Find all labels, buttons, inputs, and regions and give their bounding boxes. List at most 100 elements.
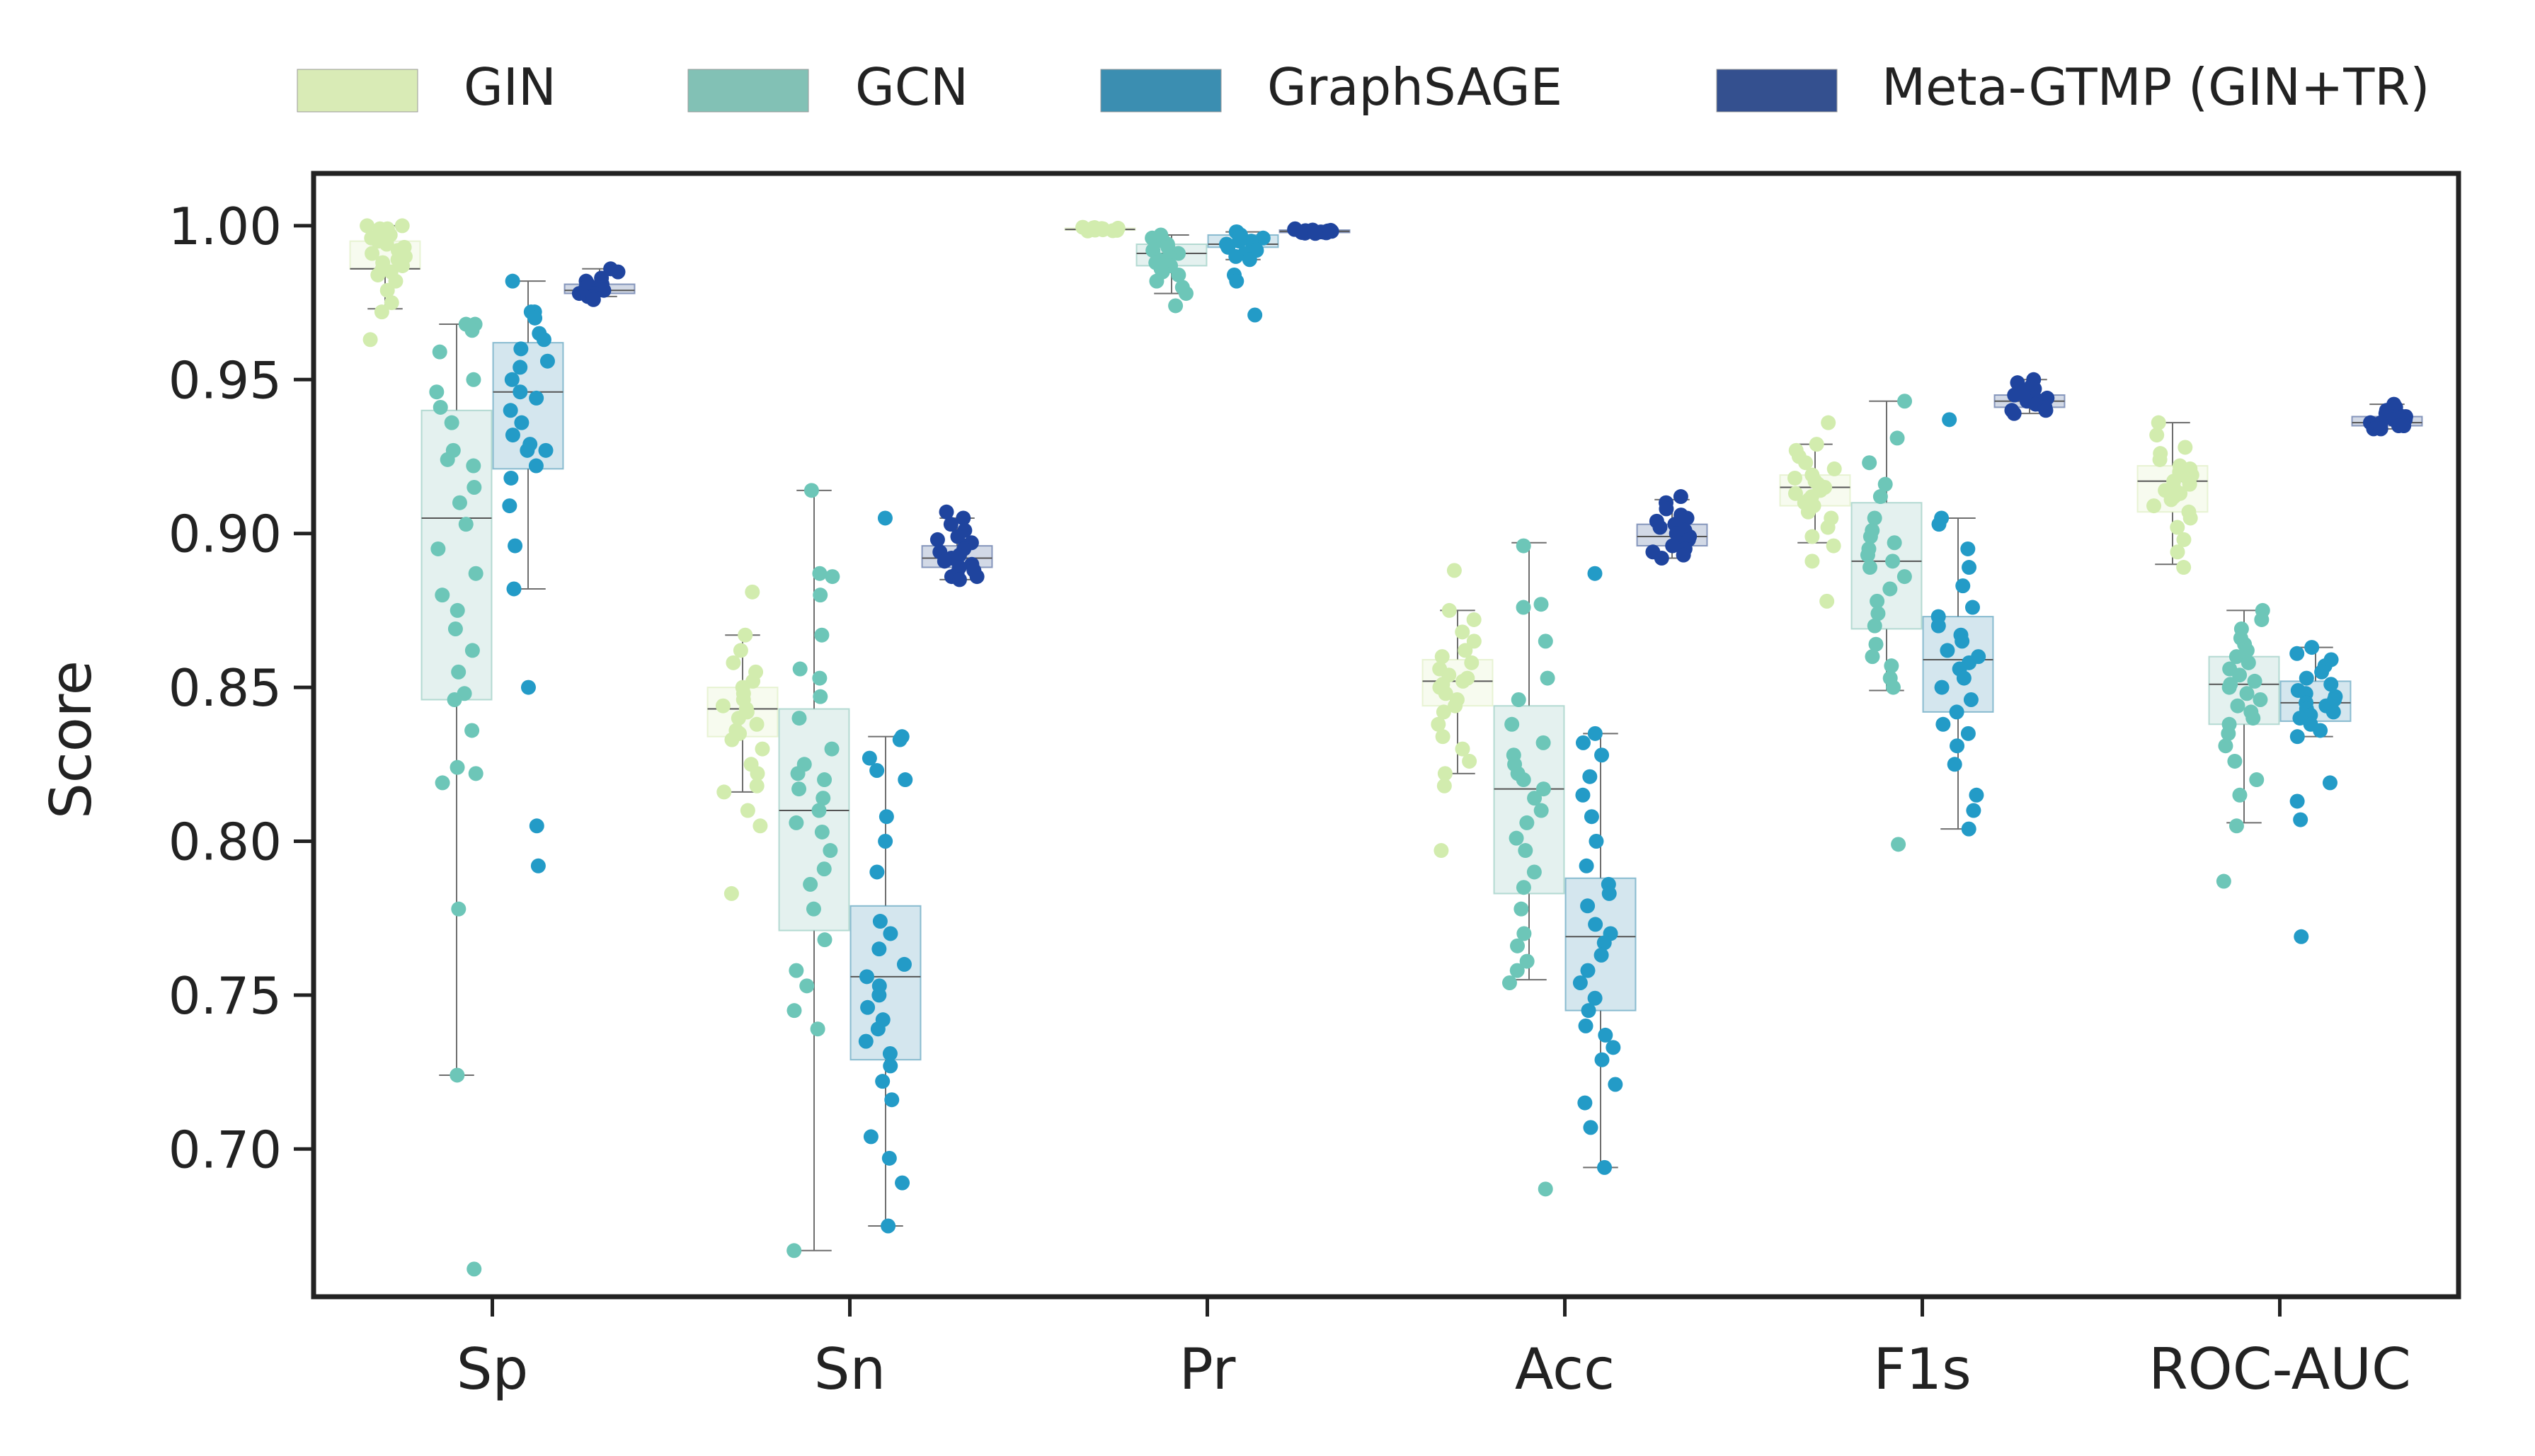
data-point [878, 834, 893, 849]
data-point [505, 273, 520, 289]
data-point [1601, 885, 1617, 901]
data-point [875, 1074, 891, 1089]
data-point [1820, 520, 1836, 535]
legend-entry-meta-gtmp: Meta-GTMP (GIN+TR) [1716, 57, 2430, 117]
data-point [2325, 704, 2341, 720]
data-point [1865, 649, 1880, 665]
data-point [1594, 747, 1610, 763]
data-point [1455, 624, 1470, 640]
data-point [816, 861, 832, 877]
data-point [1533, 803, 1549, 818]
x-tick-label: F1s [1873, 1336, 1972, 1402]
data-point [1436, 778, 1452, 793]
data-point [374, 304, 389, 320]
data-point [1580, 898, 1596, 914]
data-point [452, 495, 467, 510]
data-point [450, 602, 465, 618]
data-point [1884, 658, 1899, 674]
data-point [1587, 566, 1603, 581]
data-point [1434, 649, 1450, 665]
x-axis: Sp Sn Pr Acc F1s ROC-AUC [457, 1297, 2411, 1402]
data-point [799, 978, 815, 994]
data-point [1608, 1077, 1623, 1092]
data-point [816, 791, 831, 806]
data-point [2228, 818, 2244, 834]
data-point [1437, 766, 1453, 781]
data-point [1930, 618, 1946, 634]
data-point [360, 218, 375, 234]
data-point [1431, 716, 1446, 732]
x-tick-label: Sp [457, 1336, 529, 1402]
x-tick-label: Acc [1515, 1336, 1615, 1402]
data-point [2007, 387, 2022, 403]
data-point [814, 627, 830, 643]
legend-label-meta-gtmp: Meta-GTMP (GIN+TR) [1882, 57, 2430, 117]
data-point [504, 372, 520, 387]
data-point [2314, 664, 2330, 680]
data-point [2245, 711, 2261, 726]
data-point [1594, 1052, 1610, 1067]
data-point [869, 763, 885, 779]
data-point [1940, 643, 1955, 658]
data-point [884, 1092, 900, 1108]
data-point [1466, 634, 1482, 649]
legend-swatch-gin [297, 69, 418, 113]
data-point [384, 295, 399, 311]
data-point [2254, 612, 2270, 627]
data-point [803, 876, 818, 892]
data-point [803, 483, 819, 498]
data-point [806, 901, 821, 917]
data-point [2299, 670, 2314, 686]
data-point [786, 1003, 802, 1019]
data-point [1435, 729, 1450, 745]
data-point [1580, 963, 1596, 978]
data-point [1800, 504, 1816, 520]
data-point [1862, 529, 1878, 544]
data-point [879, 809, 894, 825]
data-point [1949, 704, 1964, 720]
data-point [1955, 634, 1970, 649]
data-point [813, 689, 828, 704]
data-point [1891, 837, 1906, 852]
data-point [789, 963, 804, 978]
data-point [1519, 953, 1535, 969]
data-point [789, 815, 804, 830]
data-point [2239, 686, 2255, 701]
data-point [1870, 593, 1885, 609]
data-point [2170, 520, 2185, 535]
data-point [1961, 821, 1976, 837]
data-point [464, 723, 480, 738]
plot-area [349, 218, 2423, 1277]
data-point [520, 442, 535, 458]
data-point [1105, 223, 1121, 239]
data-point [1519, 815, 1535, 830]
data-point [1860, 547, 1875, 563]
data-point [1577, 1095, 1593, 1111]
data-point [2182, 510, 2198, 526]
y-tick-label: 0.85 [168, 658, 282, 718]
data-point [468, 766, 483, 781]
data-point [2232, 787, 2248, 803]
data-point [2323, 677, 2339, 692]
data-point [1462, 753, 1477, 769]
data-point [1593, 947, 1609, 963]
data-point [1516, 772, 1531, 788]
data-point [447, 692, 462, 707]
data-point [859, 969, 874, 985]
box-body [1850, 502, 1923, 630]
data-point [440, 452, 455, 467]
data-point [715, 698, 731, 713]
data-point [1960, 541, 1976, 556]
data-point [1887, 535, 1902, 551]
data-point [872, 914, 888, 929]
data-point [750, 766, 765, 781]
data-point [1318, 225, 1334, 241]
data-point [1673, 489, 1688, 505]
data-point [1501, 975, 1517, 991]
data-point [1538, 634, 1553, 649]
legend-entry-gcn: GCN [687, 57, 968, 117]
data-point [432, 344, 447, 360]
data-point [1587, 726, 1603, 741]
data-point [2178, 440, 2193, 455]
